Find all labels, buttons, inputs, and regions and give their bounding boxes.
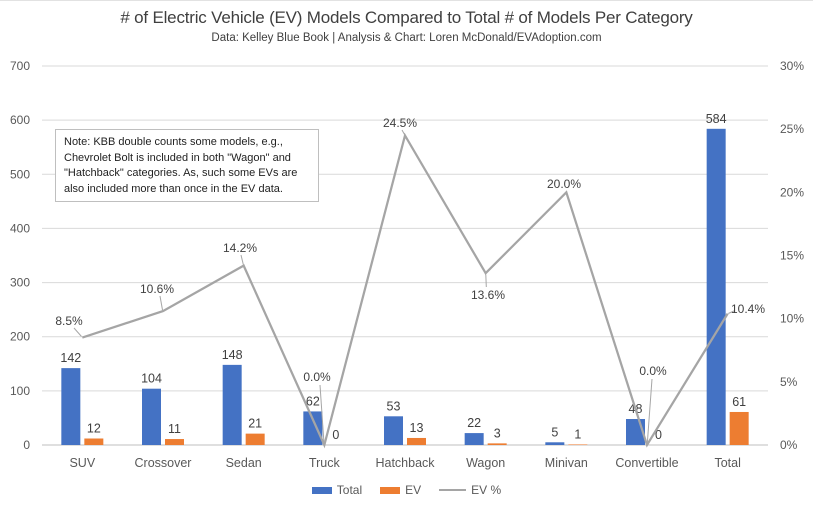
value-label-total-minivan: 5: [551, 425, 558, 439]
legend-item-ev: EV: [380, 483, 421, 497]
bar-ev-total: [729, 411, 749, 445]
legend-label-ev: EV: [405, 483, 422, 497]
note-box: Note: KBB double counts some models, e.g…: [55, 129, 319, 202]
pct-label-sedan: 14.2%: [223, 241, 257, 255]
left-axis-tick-label: 700: [10, 59, 30, 73]
bar-ev-sedan: [245, 433, 265, 445]
right-axis-tick-label: 30%: [780, 59, 804, 73]
bar-total-hatchback: [384, 416, 403, 445]
pct-label-suv: 8.5%: [55, 314, 83, 328]
legend-label-total: Total: [336, 483, 363, 497]
pct-label-hatchback: 24.5%: [383, 116, 417, 130]
category-label-suv: SUV: [69, 456, 95, 470]
right-axis-tick-label: 10%: [780, 312, 804, 326]
bar-ev-suv: [84, 438, 104, 445]
left-axis-tick-label: 200: [10, 330, 30, 344]
right-axis-tick-label: 0%: [780, 438, 798, 452]
value-label-ev-wagon: 3: [494, 426, 501, 440]
category-label-total: Total: [714, 456, 740, 470]
label-leader-line: [240, 254, 244, 265]
note-line: also included more than once in the EV d…: [64, 182, 283, 195]
left-axis-tick-label: 400: [10, 221, 30, 235]
legend-label-ev-pct: EV %: [471, 483, 502, 497]
category-label-convertible: Convertible: [615, 456, 678, 470]
bar-total-total: [706, 128, 726, 445]
value-label-total-hatchback: 53: [387, 399, 401, 413]
left-axis-tick-label: 600: [10, 113, 30, 127]
legend-item-ev-pct: EV %: [439, 483, 501, 497]
note-line: "Hatchback" categories. As, such some EV…: [64, 167, 298, 179]
note-line: Chevrolet Bolt is included in both "Wago…: [64, 151, 291, 164]
value-label-total-wagon: 22: [467, 416, 481, 430]
value-label-total-truck: 62: [306, 394, 320, 408]
category-label-wagon: Wagon: [466, 456, 505, 470]
value-label-ev-hatchback: 13: [410, 421, 424, 435]
legend-item-total: Total: [311, 483, 363, 497]
right-axis-tick-label: 25%: [780, 122, 804, 136]
value-label-ev-convertible: 0: [655, 428, 662, 442]
pct-label-wagon: 13.6%: [471, 288, 505, 302]
note-line: Note: KBB double counts some models, e.g…: [64, 136, 283, 148]
value-label-ev-sedan: 21: [248, 417, 262, 431]
label-leader-line: [159, 295, 163, 311]
legend: Total EV EV %: [0, 483, 813, 497]
bar-total-minivan: [545, 442, 565, 445]
value-label-ev-total: 61: [732, 395, 746, 409]
chart-title: # of Electric Vehicle (EV) Models Compar…: [120, 8, 693, 27]
category-label-truck: Truck: [309, 456, 341, 470]
bar-ev-wagon: [487, 443, 507, 445]
legend-swatch-ev-pct-line-icon: [439, 489, 467, 491]
value-label-total-crossover: 104: [141, 372, 162, 386]
left-axis-tick-label: 500: [10, 167, 30, 181]
value-label-total-suv: 142: [60, 351, 81, 365]
value-label-ev-suv: 12: [87, 422, 101, 436]
value-label-ev-crossover: 11: [168, 422, 181, 436]
label-leader-line: [319, 384, 325, 444]
bar-total-sedan: [222, 364, 242, 445]
value-label-ev-truck: 0: [332, 428, 339, 442]
pct-label-crossover: 10.6%: [140, 282, 174, 296]
left-axis-tick-label: 100: [10, 384, 30, 398]
bar-ev-hatchback: [407, 437, 426, 445]
label-leader-line: [73, 327, 82, 337]
chart-subtitle: Data: Kelley Blue Book | Analysis & Char…: [211, 32, 602, 44]
value-label-ev-minivan: 1: [574, 427, 581, 441]
right-axis-tick-label: 20%: [780, 185, 804, 199]
bar-total-truck: [303, 411, 323, 445]
bar-ev-crossover: [165, 439, 184, 445]
value-label-total-sedan: 148: [222, 348, 243, 362]
legend-swatch-ev-icon: [380, 486, 401, 494]
pct-label-truck: 0.0%: [303, 370, 331, 384]
label-leader-line: [401, 129, 405, 135]
category-label-sedan: Sedan: [226, 456, 262, 470]
right-axis-tick-label: 5%: [780, 375, 798, 389]
ev-pct-line: [81, 132, 729, 449]
label-leader-line: [728, 310, 736, 314]
right-axis-tick-label: 15%: [780, 249, 804, 263]
category-label-crossover: Crossover: [135, 456, 192, 470]
legend-swatch-total-icon: [311, 486, 332, 494]
bar-total-suv: [61, 368, 81, 445]
pct-label-total: 10.4%: [731, 302, 765, 316]
bar-ev-minivan: [568, 444, 588, 445]
bar-total-wagon: [464, 433, 484, 445]
pct-label-minivan: 20.0%: [547, 177, 581, 191]
bar-total-crossover: [142, 388, 161, 445]
label-leader-line: [485, 274, 487, 288]
value-label-total-total: 584: [706, 112, 727, 126]
left-axis-tick-label: 300: [10, 276, 30, 290]
category-label-minivan: Minivan: [545, 456, 588, 470]
category-label-hatchback: Hatchback: [375, 456, 435, 470]
pct-label-convertible: 0.0%: [639, 364, 667, 378]
left-axis-tick-label: 0: [23, 438, 30, 452]
label-leader-line: [646, 378, 653, 444]
